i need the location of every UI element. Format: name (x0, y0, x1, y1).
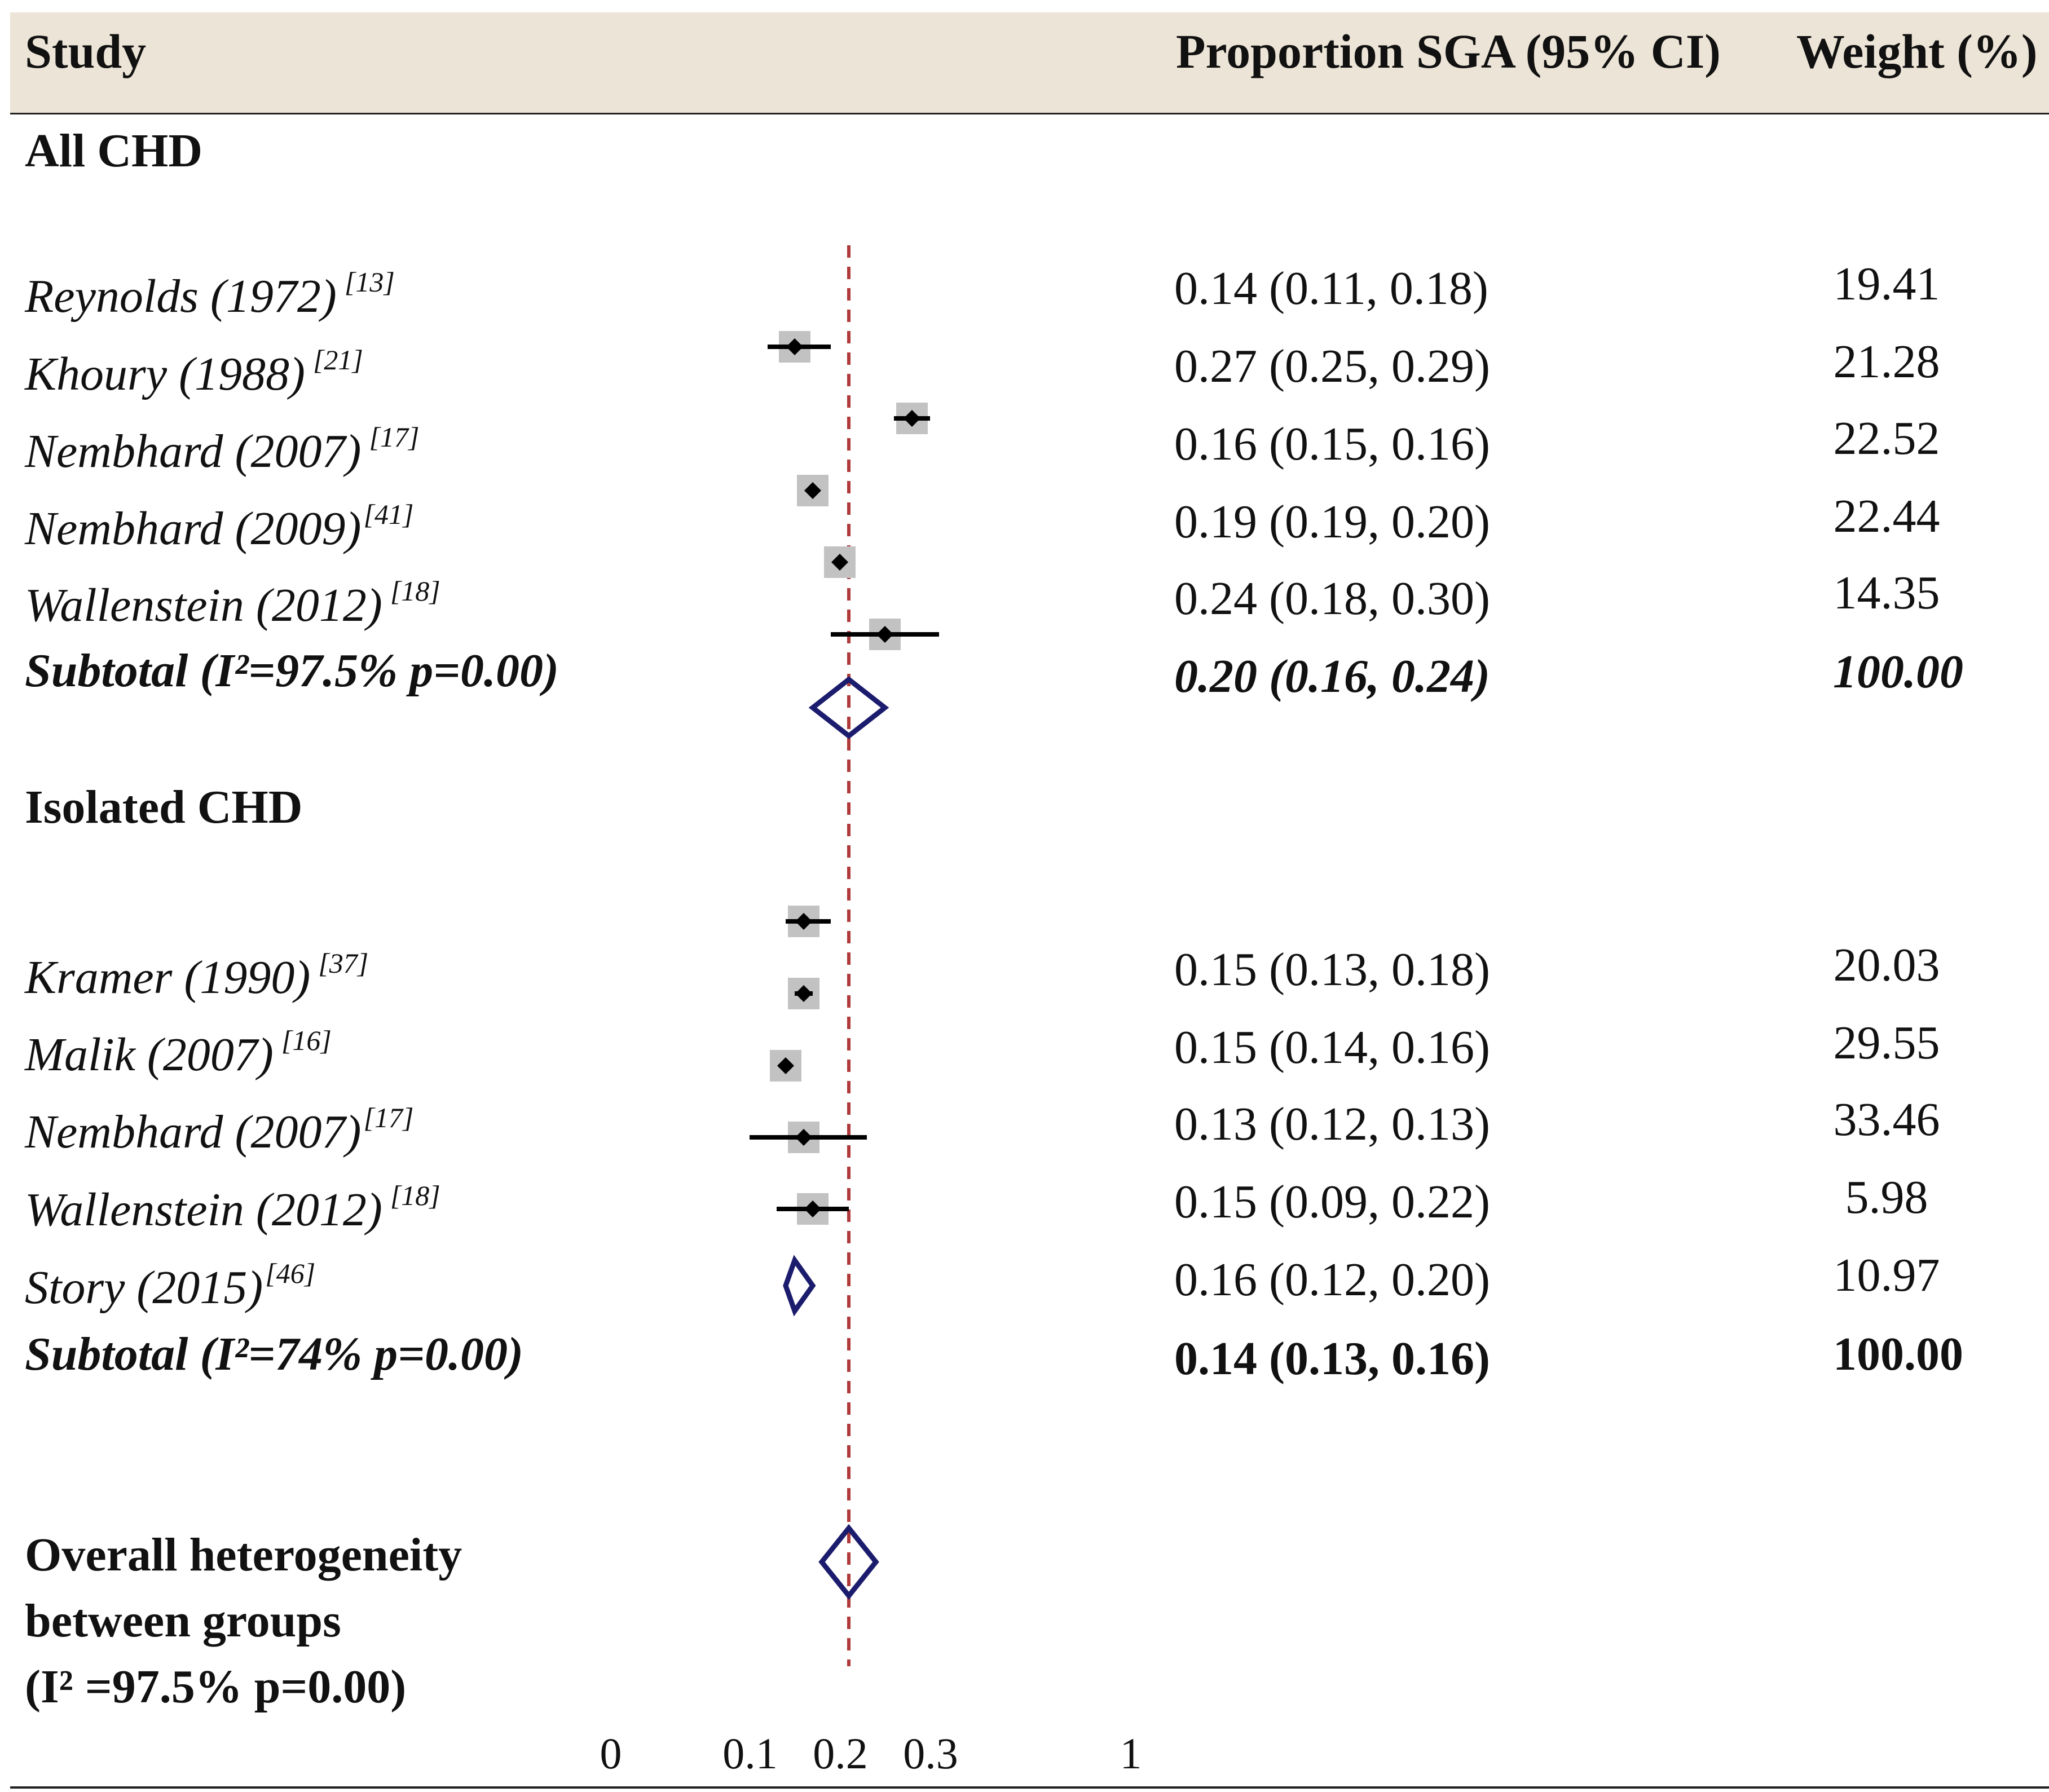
study-label: Malik (2007) [16] (25, 1012, 332, 1083)
study-point-estimate (831, 554, 848, 571)
study-ref: [21] (312, 344, 363, 376)
study-author: Reynolds (1972) (25, 270, 337, 323)
header-divider (10, 113, 2049, 114)
header-weight: Weight (%) (1796, 24, 2038, 78)
overall-line-3: (I² =97.5% p=0.00) (25, 1661, 407, 1713)
header-band (10, 12, 2049, 113)
bottom-divider (10, 1786, 2049, 1789)
study-author: Nembhard (2009) (25, 502, 362, 555)
study-label: Reynolds (1972) [13] (25, 254, 395, 325)
study-weight: 33.46 (1833, 1093, 1940, 1146)
study-weight: 22.52 (1833, 412, 1940, 465)
study-weight: 14.35 (1833, 567, 1940, 619)
study-ci: 0.19 (0.19, 0.20) (1174, 496, 1490, 548)
header-study: Study (25, 24, 147, 78)
study-label: Khoury (1988) [21] (25, 332, 363, 403)
study-label: Story (2015)[46] (25, 1245, 315, 1316)
study-point-estimate (786, 338, 803, 355)
study-ref: [16] (281, 1025, 332, 1056)
overall-line-1: Overall heterogeneity (25, 1529, 462, 1581)
study-label: Wallenstein (2012) [18] (25, 1167, 440, 1238)
study-ref: [18] (390, 575, 440, 607)
study-ref: [17] (369, 421, 420, 453)
study-weight: 19.41 (1833, 258, 1940, 310)
pooled-estimate-diamond (818, 1524, 879, 1600)
x-tick-label: 0.1 (722, 1729, 778, 1778)
study-point-estimate (795, 913, 812, 930)
study-point-estimate (904, 410, 920, 427)
study-weight: 5.98 (1845, 1171, 1928, 1224)
study-label: Nembhard (2007)[17] (25, 409, 419, 480)
study-ci: 0.13 (0.12, 0.13) (1174, 1098, 1490, 1150)
study-label: Nembhard (2009)[41] (25, 486, 413, 557)
study-author: Wallenstein (2012) (25, 1184, 382, 1236)
subtotal-label: Subtotal (I²=74% p=0.00) (25, 1328, 523, 1380)
study-point-estimate (804, 482, 821, 499)
study-point-estimate (795, 985, 812, 1002)
study-point-estimate (777, 1057, 794, 1074)
study-label: Kramer (1990) [37] (25, 935, 368, 1006)
study-author: Nembhard (2007) (25, 425, 362, 478)
study-ci: 0.14 (0.11, 0.18) (1174, 262, 1488, 315)
pooled-estimate-diamond (808, 676, 889, 739)
study-ci: 0.16 (0.12, 0.20) (1174, 1253, 1490, 1306)
study-point-estimate (876, 626, 893, 643)
x-tick-label: 0.2 (813, 1729, 868, 1778)
pooled-estimate-diamond (783, 1255, 816, 1317)
study-label: Wallenstein (2012) [18] (25, 563, 440, 634)
x-tick-label: 0 (600, 1729, 622, 1778)
study-ci: 0.15 (0.14, 0.16) (1174, 1021, 1490, 1074)
study-ci: 0.24 (0.18, 0.30) (1174, 572, 1490, 625)
header-proportion: Proportion SGA (95% CI) (1176, 24, 1721, 78)
x-tick-label: 1 (1120, 1729, 1142, 1778)
study-ci: 0.16 (0.15, 0.16) (1174, 418, 1490, 470)
study-author: Story (2015) (25, 1261, 263, 1314)
study-ref: [46] (265, 1257, 316, 1289)
study-weight: 29.55 (1833, 1017, 1940, 1069)
study-ref: [13] (344, 266, 395, 298)
study-weight: 22.44 (1833, 490, 1940, 542)
study-weight: 10.97 (1833, 1249, 1940, 1301)
group-title-all-chd: All CHD (25, 125, 202, 177)
study-ci: 0.15 (0.13, 0.18) (1174, 943, 1490, 996)
study-ref: [37] (318, 947, 369, 979)
overall-line-2: between groups (25, 1595, 341, 1647)
study-author: Wallenstein (2012) (25, 579, 382, 632)
study-ref: [18] (390, 1180, 440, 1211)
study-ci: 0.27 (0.25, 0.29) (1174, 340, 1490, 392)
subtotal-label: Subtotal (I²=97.5% p=0.00) (25, 645, 559, 697)
study-weight: 20.03 (1833, 939, 1940, 991)
study-ref: [41] (363, 498, 414, 530)
study-author: Khoury (1988) (25, 348, 305, 400)
study-point-estimate (804, 1200, 821, 1217)
group-title-isolated-chd: Isolated CHD (25, 781, 303, 833)
study-ref: [17] (363, 1102, 414, 1133)
study-ci: 0.15 (0.09, 0.22) (1174, 1176, 1490, 1228)
study-label: Nembhard (2007)[17] (25, 1089, 413, 1160)
study-point-estimate (795, 1129, 812, 1146)
study-author: Malik (2007) (25, 1029, 274, 1081)
subtotal-ci: 0.20 (0.16, 0.24) (1174, 650, 1490, 703)
subtotal-ci: 0.14 (0.13, 0.16) (1174, 1332, 1490, 1385)
study-author: Kramer (1990) (25, 951, 311, 1004)
x-tick-label: 0.3 (903, 1729, 958, 1778)
study-weight: 21.28 (1833, 336, 1940, 388)
study-author: Nembhard (2007) (25, 1106, 362, 1158)
